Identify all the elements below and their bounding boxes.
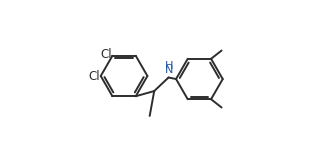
Text: Cl: Cl	[100, 48, 112, 61]
Text: Cl: Cl	[88, 69, 99, 83]
Text: N: N	[165, 65, 173, 75]
Text: H: H	[165, 61, 173, 71]
